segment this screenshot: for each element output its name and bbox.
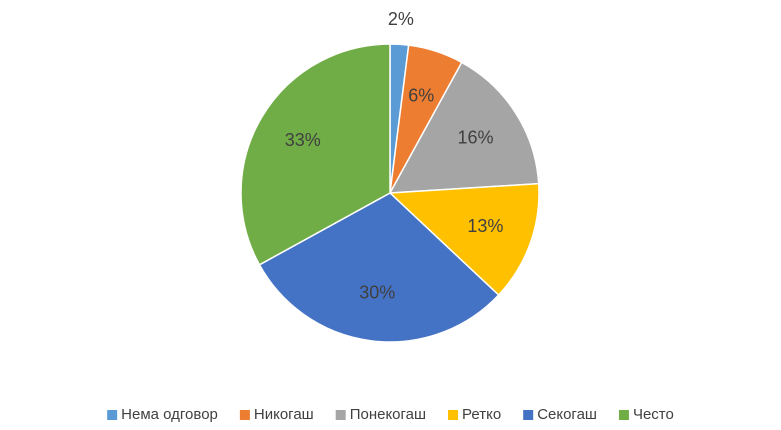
pie-slice: [240, 43, 391, 266]
data-label: 6%: [408, 85, 434, 105]
pie-slice: [388, 182, 540, 297]
data-label: 33%: [285, 130, 321, 150]
pie-slice: [388, 61, 540, 194]
legend-swatch: [107, 410, 118, 420]
data-label: 13%: [467, 216, 503, 236]
data-label: 30%: [359, 282, 395, 302]
legend-swatch: [618, 410, 629, 420]
legend-label: Нема одговор: [121, 406, 218, 423]
legend-label: Често: [633, 406, 674, 423]
legend-swatch: [523, 410, 534, 420]
legend-swatch: [239, 410, 250, 420]
pie-slice: [258, 192, 500, 343]
legend-label: Никогаш: [254, 406, 314, 423]
legend-label: Понекогаш: [350, 406, 426, 423]
legend-swatch: [335, 410, 346, 420]
legend-swatch: [448, 410, 459, 420]
data-label: 16%: [458, 127, 494, 147]
data-label: 2%: [388, 9, 414, 29]
legend-label: Секогаш: [537, 406, 597, 423]
legend-label: Ретко: [462, 406, 501, 423]
